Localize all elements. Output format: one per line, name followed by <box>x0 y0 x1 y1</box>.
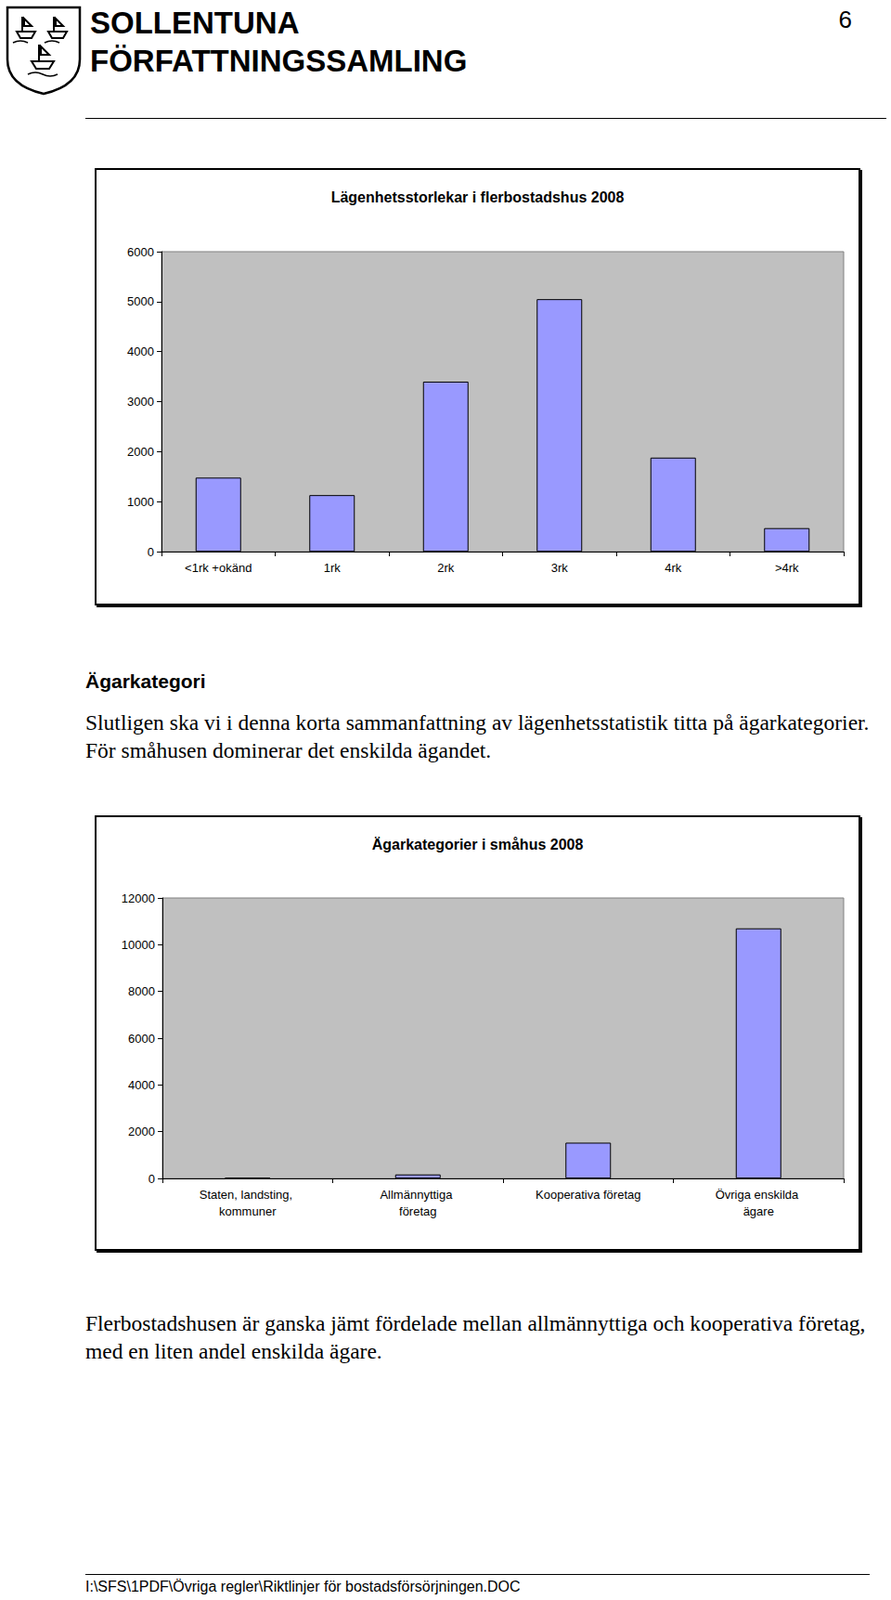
svg-text:3000: 3000 <box>127 394 155 409</box>
svg-text:Övriga enskilda: Övriga enskilda <box>715 1187 802 1201</box>
svg-text:0: 0 <box>147 544 155 559</box>
svg-text:6000: 6000 <box>127 245 155 259</box>
html-text:I:\SFS\1PDF\Övriga regler\Rikt: I:\SFS\1PDF\Övriga regler\Riktlinjer för… <box>85 1577 521 1594</box>
svg-text:4000: 4000 <box>127 344 155 359</box>
svg-text:5000: 5000 <box>127 294 155 309</box>
svg-text:Ägarkategorier i småhus 2008: Ägarkategorier i småhus 2008 <box>372 836 584 853</box>
svg-text:0: 0 <box>148 1171 155 1186</box>
svg-text:ägare: ägare <box>743 1203 775 1218</box>
svg-text:Allmännyttiga: Allmännyttiga <box>379 1187 456 1201</box>
html-text:Flerbostadshusen är ganska jäm: Flerbostadshusen är ganska jämt fördelad… <box>85 1310 866 1363</box>
svg-text:1000: 1000 <box>127 494 155 509</box>
svg-text:3rk: 3rk <box>551 560 569 575</box>
svg-text:2rk: 2rk <box>437 560 455 575</box>
svg-text:Staten, landsting,: Staten, landsting, <box>199 1187 297 1201</box>
html-text:SOLLENTUNA: SOLLENTUNA <box>90 5 300 40</box>
html-text:FÖRFATTNINGSSAMLING: FÖRFATTNINGSSAMLING <box>90 43 468 78</box>
svg-text:företag: företag <box>399 1203 437 1218</box>
svg-text:10000: 10000 <box>121 937 155 952</box>
svg-text:4000: 4000 <box>128 1077 155 1092</box>
html-text:6: 6 <box>838 5 853 34</box>
svg-text:Kooperativa företag: Kooperativa företag <box>535 1187 641 1201</box>
svg-text:6000: 6000 <box>128 1031 155 1046</box>
svg-text:2000: 2000 <box>128 1123 155 1138</box>
svg-text:2000: 2000 <box>127 444 155 459</box>
svg-text:4rk: 4rk <box>664 560 683 575</box>
html-text:Ägarkategori: Ägarkategori <box>85 670 206 692</box>
svg-text:8000: 8000 <box>128 983 155 998</box>
svg-text:12000: 12000 <box>121 891 155 905</box>
svg-text:kommuner: kommuner <box>219 1203 277 1218</box>
svg-text:<1rk +okänd: <1rk +okänd <box>184 560 252 575</box>
svg-text:>4rk: >4rk <box>774 560 800 575</box>
html-text:Slutligen ska vi i denna korta: Slutligen ska vi i denna korta sammanfat… <box>85 710 870 762</box>
svg-text:1rk: 1rk <box>323 560 342 575</box>
svg-text:Lägenhetsstorlekar i flerbosta: Lägenhetsstorlekar i flerbostadshus 2008 <box>331 189 625 206</box>
